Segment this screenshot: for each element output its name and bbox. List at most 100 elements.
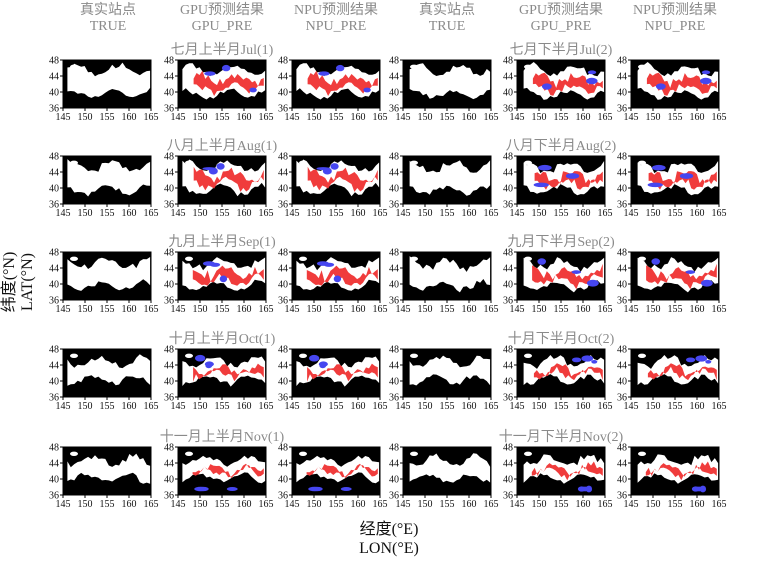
y-tick-label: 44 <box>278 72 288 83</box>
predicted-blue-region <box>221 64 231 72</box>
true-region <box>409 355 491 386</box>
column-title: NPU预测结果 <box>294 2 378 18</box>
panel-content <box>178 156 266 204</box>
predicted-blue-region <box>585 485 593 493</box>
predicted-blue-region <box>700 279 713 287</box>
row-title: 十一月下半月Nov(2) <box>499 429 624 445</box>
true-region <box>185 451 193 456</box>
x-tick-label: 160 <box>122 401 137 412</box>
x-tick-label: 145 <box>624 208 639 219</box>
predicted-red-region <box>306 463 378 479</box>
y-tick-label: 36 <box>389 491 399 502</box>
predicted-blue-region <box>219 275 228 283</box>
x-tick-label: 165 <box>144 208 159 219</box>
predicted-blue-region <box>695 355 708 362</box>
predicted-blue-region <box>679 173 694 179</box>
predicted-red-region <box>533 363 603 381</box>
y-tick-label: 40 <box>278 377 288 388</box>
y-tick-label: 48 <box>617 248 627 259</box>
x-tick-label: 155 <box>668 112 683 123</box>
predicted-red-region <box>306 265 378 286</box>
y-tick-label: 36 <box>49 200 59 211</box>
true-region <box>638 451 646 456</box>
y-tick-label: 40 <box>389 377 399 388</box>
predicted-blue-region <box>319 363 327 369</box>
predicted-red-region <box>648 171 717 190</box>
x-tick-label: 145 <box>285 304 300 315</box>
true-region <box>67 62 151 98</box>
true-region <box>299 451 307 456</box>
y-tick-label: 44 <box>49 264 59 275</box>
x-tick-label: 155 <box>440 304 455 315</box>
panel-content <box>517 447 605 495</box>
row-title: 七月下半月Jul(2) <box>510 42 613 58</box>
y-tick-label: 36 <box>49 296 59 307</box>
x-tick-label: 150 <box>193 112 208 123</box>
y-tick-label: 44 <box>278 168 288 179</box>
x-tick-label: 165 <box>712 112 727 123</box>
x-tick-label: 165 <box>259 112 274 123</box>
y-tick-label: 44 <box>503 361 513 372</box>
y-tick-label: 44 <box>164 72 174 83</box>
y-tick-label: 36 <box>617 393 627 404</box>
y-tick-label: 36 <box>164 393 174 404</box>
x-tick-label: 165 <box>373 401 388 412</box>
predicted-blue-region <box>586 279 599 287</box>
y-tick-label: 44 <box>164 264 174 275</box>
y-tick-label: 44 <box>278 264 288 275</box>
y-tick-label: 40 <box>49 280 59 291</box>
y-tick-label: 48 <box>164 248 174 259</box>
x-tick-label: 155 <box>440 401 455 412</box>
predicted-blue-region <box>204 71 216 76</box>
panel-content <box>63 252 151 300</box>
panel-content <box>403 156 491 204</box>
x-tick-label: 145 <box>624 112 639 123</box>
x-tick-label: 155 <box>329 304 344 315</box>
predicted-blue-region <box>699 485 707 493</box>
x-tick-label: 145 <box>285 499 300 510</box>
predicted-red-region <box>193 166 264 192</box>
y-tick-label: 40 <box>278 184 288 195</box>
y-tick-label: 44 <box>503 459 513 470</box>
true-region <box>638 160 646 165</box>
y-tick-label: 36 <box>278 393 288 404</box>
x-tick-label: 150 <box>532 208 547 219</box>
panel-content <box>403 349 491 397</box>
y-tick-label: 36 <box>278 491 288 502</box>
x-tick-label: 145 <box>396 499 411 510</box>
x-tick-label: 165 <box>144 401 159 412</box>
y-tick-label: 48 <box>503 152 513 163</box>
panel-content <box>178 447 266 495</box>
row-title: 十一月上半月Nov(1) <box>160 429 285 445</box>
x-tick-label: 160 <box>351 112 366 123</box>
x-tick-label: 165 <box>712 401 727 412</box>
true-region <box>299 256 307 261</box>
x-tick-label: 150 <box>532 401 547 412</box>
x-tick-label: 145 <box>624 401 639 412</box>
x-tick-label: 155 <box>329 401 344 412</box>
y-tick-label: 44 <box>389 361 399 372</box>
y-tick-label: 44 <box>503 72 513 83</box>
x-tick-label: 155 <box>554 401 569 412</box>
predicted-red-region <box>192 463 264 479</box>
y-tick-label: 48 <box>278 248 288 259</box>
y-tick-label: 36 <box>617 491 627 502</box>
x-tick-label: 155 <box>215 401 230 412</box>
x-tick-label: 145 <box>56 112 71 123</box>
column-title: TRUE <box>429 19 466 34</box>
y-tick-label: 48 <box>164 56 174 67</box>
column-title: GPU预测结果 <box>180 2 264 18</box>
predicted-red-region <box>534 171 603 190</box>
predicted-blue-region <box>308 486 322 492</box>
true-region <box>299 353 307 358</box>
x-tick-label: 160 <box>576 401 591 412</box>
y-tick-label: 48 <box>278 56 288 67</box>
predicted-blue-region <box>685 357 696 363</box>
